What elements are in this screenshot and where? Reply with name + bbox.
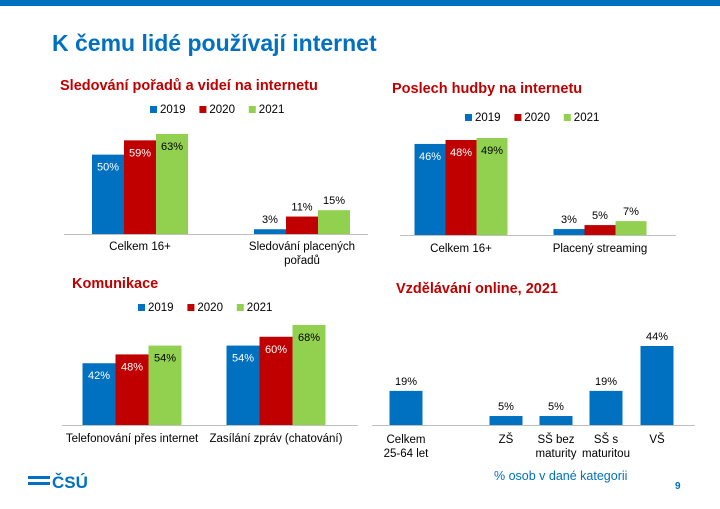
legend-label: 2021 <box>574 112 600 124</box>
bar <box>226 345 260 425</box>
page-title: K čemu lidé používají internet <box>52 30 377 56</box>
data-label: 48% <box>450 147 472 159</box>
footnote: % osob v dané kategorii <box>494 469 628 483</box>
category-label: maturity <box>536 448 577 460</box>
bar <box>254 229 286 234</box>
csu-logo: ČSÚ <box>28 470 98 492</box>
data-label: 54% <box>232 353 254 365</box>
chart-title-education: Vzdělávání online, 2021 <box>396 281 558 297</box>
bar <box>445 139 477 235</box>
bar <box>589 390 623 425</box>
data-label: 7% <box>623 206 639 218</box>
bar <box>389 390 423 425</box>
legend-label: 2021 <box>259 104 285 116</box>
bar <box>539 416 573 425</box>
category-label: Sledování placených <box>249 241 355 253</box>
category-label: Placený streaming <box>553 243 648 255</box>
legend-label: 2019 <box>148 302 174 314</box>
legend-label: 2020 <box>524 112 550 124</box>
category-label: Telefonování přes internet <box>66 433 199 445</box>
category-label: pořadů <box>284 255 320 267</box>
bar <box>82 363 116 425</box>
category-label: Celkem 16+ <box>109 241 171 253</box>
data-label: 60% <box>265 344 287 356</box>
data-label: 15% <box>323 195 345 207</box>
category-label: Celkem <box>387 434 426 446</box>
bar <box>148 345 182 425</box>
data-label: 48% <box>121 361 143 373</box>
bar <box>489 416 523 425</box>
legend-label: 2020 <box>209 104 235 116</box>
bar <box>292 325 326 425</box>
category-label: Zasílání zpráv (chatování) <box>210 433 343 445</box>
data-label: 19% <box>395 376 417 388</box>
category-label: 25-64 let <box>384 448 430 460</box>
legend-swatch <box>248 106 256 113</box>
legend-swatch <box>236 304 244 311</box>
legend-swatch <box>199 106 207 113</box>
bar <box>124 140 156 234</box>
data-label: 59% <box>129 147 151 159</box>
category-label: Celkem 16+ <box>430 243 492 255</box>
legend-swatch <box>138 304 145 311</box>
bar <box>318 210 350 234</box>
bar <box>92 154 124 234</box>
data-label: 5% <box>498 401 514 413</box>
data-label: 68% <box>298 332 320 344</box>
legend-label: 2019 <box>475 112 501 124</box>
data-label: 11% <box>291 202 312 214</box>
legend-swatch <box>514 114 522 121</box>
bar <box>553 229 585 235</box>
bar <box>414 143 446 235</box>
bar <box>115 354 149 425</box>
legend-swatch <box>563 114 571 121</box>
legend-swatch <box>187 304 195 311</box>
bar <box>476 138 508 235</box>
data-label: 42% <box>88 370 110 382</box>
bar <box>286 216 318 234</box>
top-accent-bar <box>0 0 720 6</box>
data-label: 50% <box>97 162 119 174</box>
bar <box>259 336 293 425</box>
bar <box>615 221 647 235</box>
legend-label: 2021 <box>247 302 273 314</box>
bar <box>584 225 616 235</box>
chart-title-video: Sledování pořadů a videí na internetu <box>60 78 318 94</box>
logo-text: ČSÚ <box>52 473 88 492</box>
legend-label: 2019 <box>160 104 186 116</box>
data-label: 5% <box>548 401 564 413</box>
legend-label: 2020 <box>197 302 223 314</box>
data-label: 3% <box>561 214 577 226</box>
legend-swatch <box>150 106 157 113</box>
logo-stripe-icon <box>28 476 50 479</box>
data-label: 46% <box>419 151 441 163</box>
data-label: 54% <box>154 353 176 365</box>
category-label: SŠ s <box>594 433 619 446</box>
chart-title-communication: Komunikace <box>72 276 159 292</box>
page-number: 9 <box>675 481 681 492</box>
category-label: maturitou <box>582 448 630 460</box>
data-label: 49% <box>481 145 503 157</box>
bar <box>156 134 188 234</box>
category-label: VŠ <box>649 433 665 446</box>
data-label: 44% <box>646 331 668 343</box>
chart-title-music: Poslech hudby na internetu <box>392 81 583 97</box>
data-label: 5% <box>592 210 608 222</box>
data-label: 63% <box>161 141 183 153</box>
category-label: ZŠ <box>499 433 514 446</box>
legend-swatch <box>465 114 472 121</box>
data-label: 19% <box>595 376 617 388</box>
bar <box>640 346 674 425</box>
category-label: SŠ bez <box>537 433 574 446</box>
logo-stripe-icon <box>28 482 50 485</box>
data-label: 3% <box>262 214 278 226</box>
